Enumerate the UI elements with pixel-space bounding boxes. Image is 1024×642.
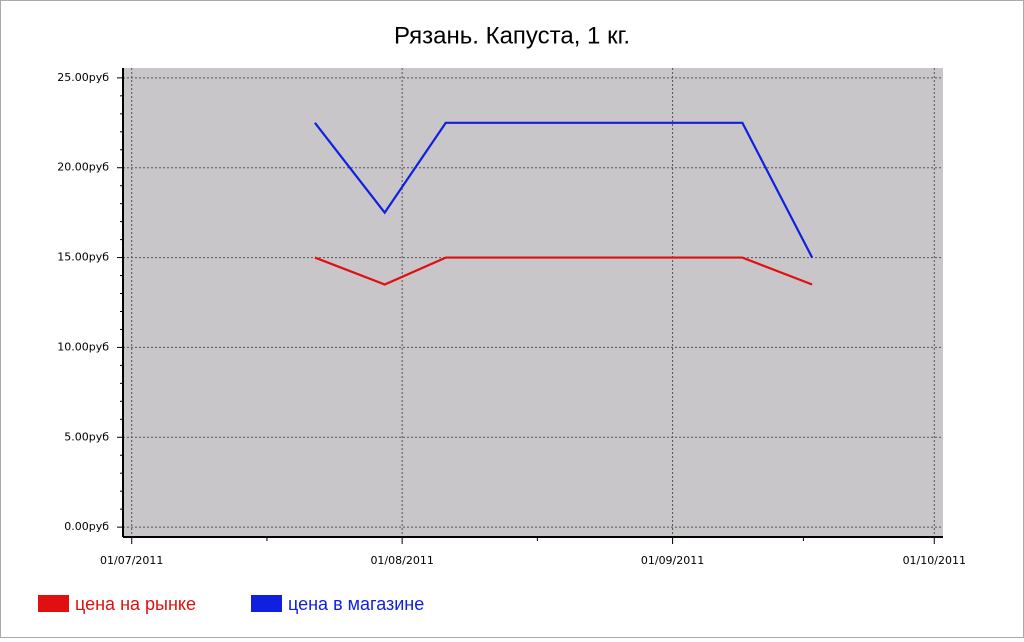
x-tick-label: 01/09/2011 <box>641 554 704 567</box>
legend-label: цена в магазине <box>288 594 424 614</box>
x-tick-label: 01/07/2011 <box>100 554 163 567</box>
x-tick-label: 01/08/2011 <box>370 554 433 567</box>
y-tick-label: 0.00руб <box>64 520 109 533</box>
legend-label: цена на рынке <box>75 594 196 614</box>
y-tick-label: 25.00руб <box>57 71 109 84</box>
y-tick-label: 15.00руб <box>57 251 109 264</box>
x-tick-label: 01/10/2011 <box>903 554 966 567</box>
chart-title: Рязань. Капуста, 1 кг. <box>394 22 630 49</box>
legend-swatch <box>251 595 282 612</box>
series-line <box>314 256 813 286</box>
plot-area <box>123 68 943 537</box>
legend-swatch <box>38 595 69 612</box>
series-line <box>314 121 814 259</box>
y-tick-label: 20.00руб <box>57 161 109 174</box>
y-tick-label: 5.00руб <box>64 430 109 443</box>
y-tick-label: 10.00руб <box>57 340 109 353</box>
